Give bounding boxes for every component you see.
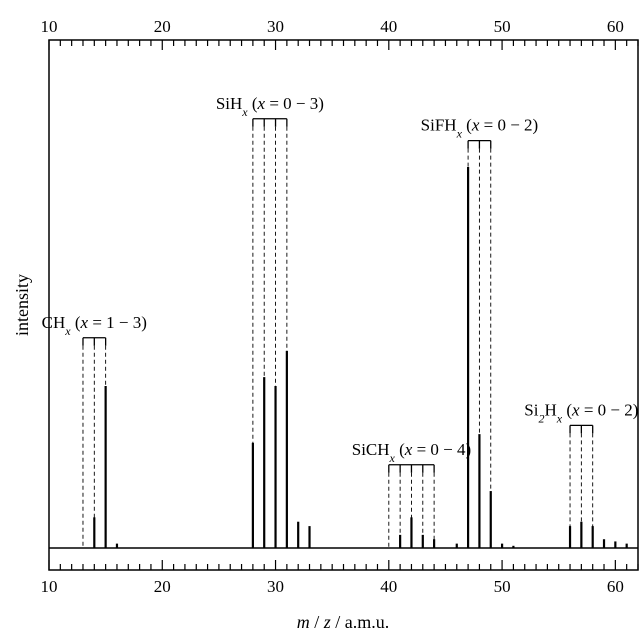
si2h-label: Si2Hx (x = 0 − 2) — [524, 400, 638, 425]
sih-label: SiHx (x = 0 − 3) — [216, 94, 324, 119]
x-axis-label: m / z / a.m.u. — [297, 612, 390, 632]
x-tick-label-top: 10 — [41, 17, 58, 36]
sifh-label: SiFHx (x = 0 − 2) — [421, 116, 539, 141]
plot-frame — [48, 39, 639, 571]
x-tick-label: 50 — [494, 577, 511, 596]
x-tick-label: 40 — [380, 577, 397, 596]
x-tick-label-top: 20 — [154, 17, 171, 36]
x-tick-label-top: 30 — [267, 17, 284, 36]
axis-ticks: 10 10 20 20 30 30 40 40 50 50 60 60 — [41, 17, 639, 596]
x-tick-label: 30 — [267, 577, 284, 596]
x-tick-label-top: 40 — [380, 17, 397, 36]
x-tick-label-top: 50 — [494, 17, 511, 36]
ch-label: CHx (x = 1 − 3) — [42, 313, 147, 338]
group-brackets: CHx (x = 1 − 3) SiHx (x = 0 − 3) SiFHx (x … — [42, 94, 638, 548]
x-tick-label-top: 60 — [607, 17, 624, 36]
y-axis-label: intensity — [12, 274, 32, 336]
sich-label: SiCHx (x = 0 − 4) — [352, 440, 471, 465]
x-tick-label: 10 — [41, 577, 58, 596]
x-tick-label: 60 — [607, 577, 624, 596]
spectrum-trace — [49, 166, 638, 549]
x-tick-label: 20 — [154, 577, 171, 596]
